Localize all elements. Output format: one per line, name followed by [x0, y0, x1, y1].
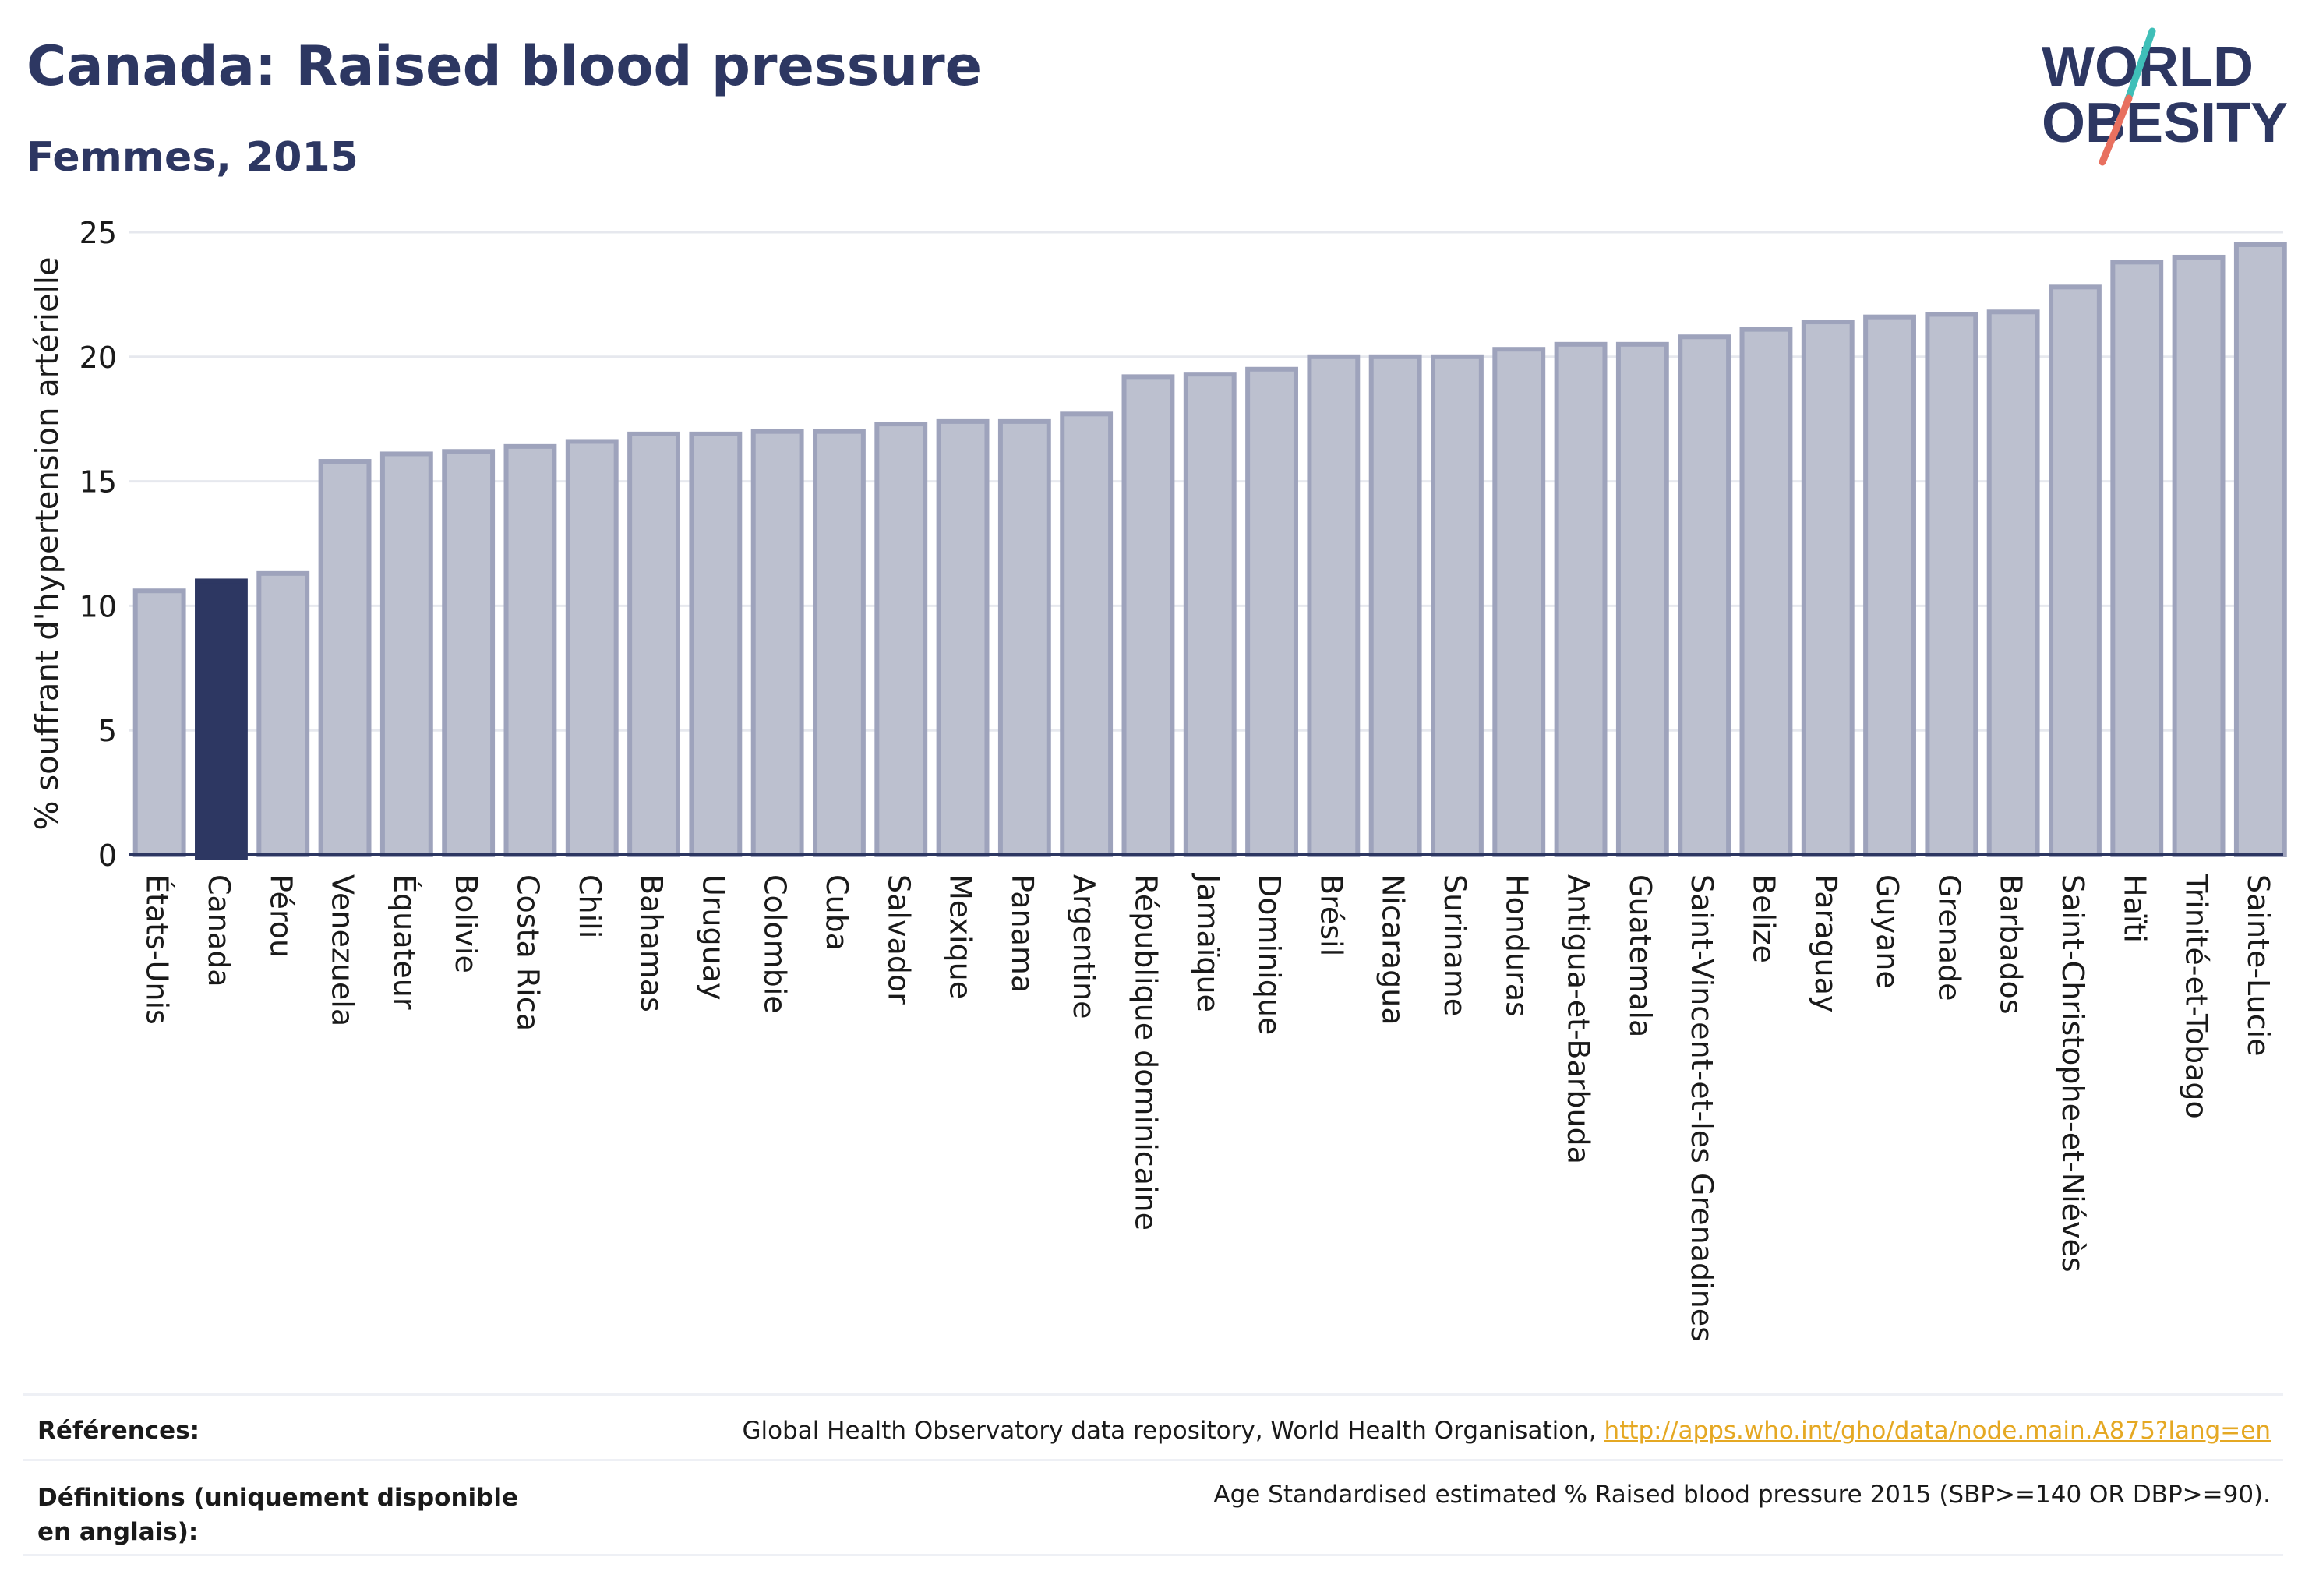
x-tick-label: Antigua-et-Barbuda	[1562, 874, 1596, 1164]
bar-9[interactable]	[689, 431, 743, 857]
x-tick-label: Salvador	[881, 874, 916, 1005]
bar-34[interactable]	[2233, 242, 2287, 858]
y-tick-label: 25	[79, 216, 117, 250]
bar-29[interactable]	[1925, 312, 1978, 857]
bar-11[interactable]	[813, 429, 866, 857]
x-tick-label: Belize	[1746, 874, 1781, 963]
bar-25[interactable]	[1678, 334, 1731, 857]
page-subtitle: Femmes, 2015	[26, 134, 358, 181]
x-tick-label: Argentine	[1067, 874, 1101, 1019]
references-text: Global Health Observatory data repositor…	[742, 1417, 2271, 1445]
bar-23[interactable]	[1554, 341, 1608, 857]
bar-28[interactable]	[1863, 314, 1916, 857]
x-tick-label: Uruguay	[696, 874, 730, 1001]
logo-slash-teal	[2123, 27, 2156, 105]
x-tick-label: Costa Rica	[510, 874, 545, 1031]
bar-19[interactable]	[1307, 354, 1361, 857]
x-tick-label: Chili	[573, 874, 607, 938]
references-link[interactable]: http://apps.who.int/gho/data/node.main.A…	[1604, 1417, 2271, 1445]
world-obesity-logo: WORLD OBESITY	[2042, 27, 2288, 166]
bar-6[interactable]	[503, 443, 557, 857]
bar-7[interactable]	[565, 439, 619, 857]
logo-line2: OBESITY	[2042, 92, 2288, 154]
definitions-label: Définitions (uniquement disponible en an…	[37, 1484, 519, 1546]
x-tick-label: Équateur	[387, 874, 422, 1010]
bar-3[interactable]	[318, 459, 372, 857]
bar-8[interactable]	[627, 431, 680, 857]
x-tick-label: Bolivie	[449, 874, 483, 973]
definitions-text: Age Standardised estimated % Raised bloo…	[1213, 1481, 2271, 1509]
bar-33[interactable]	[2172, 254, 2226, 857]
x-tick-label: Grenade	[1932, 874, 1966, 1001]
x-tick-label: Nicaragua	[1376, 874, 1410, 1026]
y-axis-label: % souffrant d'hypertension artérielle	[30, 257, 65, 831]
bar-27[interactable]	[1801, 320, 1855, 857]
bar-16[interactable]	[1121, 374, 1175, 858]
x-tick-label: Venezuela	[326, 874, 360, 1026]
bar-26[interactable]	[1739, 327, 1793, 858]
references-label: Références:	[37, 1417, 200, 1445]
x-tick-label: Haïti	[2117, 874, 2151, 943]
x-tick-label: États-Unis	[140, 874, 175, 1025]
x-tick-label: Sainte-Lucie	[2241, 874, 2275, 1056]
bar-32[interactable]	[2110, 260, 2164, 857]
bar-15[interactable]	[1060, 411, 1114, 857]
x-tick-label: Jamaïque	[1191, 873, 1225, 1012]
y-tick-label: 0	[98, 839, 117, 873]
y-tick-label: 10	[79, 589, 117, 623]
x-tick-label: Cuba	[820, 874, 854, 951]
bar-13[interactable]	[936, 418, 990, 857]
x-tick-label: Guatemala	[1623, 874, 1657, 1037]
bar-31[interactable]	[2049, 284, 2102, 857]
bar-5[interactable]	[442, 449, 496, 857]
logo-slash-coral	[2099, 94, 2133, 166]
x-tick-label: Pérou	[263, 874, 298, 958]
y-tick-label: 15	[79, 465, 117, 500]
x-tick-label: Colombie	[758, 874, 792, 1014]
references-source: Global Health Observatory data repositor…	[742, 1417, 1604, 1445]
x-tick-label: Suriname	[1438, 874, 1472, 1016]
x-tick-label: Canada	[202, 874, 236, 987]
x-tick-label: Mexique	[944, 874, 978, 999]
x-tick-label: Dominique	[1252, 874, 1287, 1035]
bar-10[interactable]	[750, 429, 804, 857]
bar-2[interactable]	[256, 570, 310, 857]
bar-21[interactable]	[1431, 354, 1484, 857]
bar-14[interactable]	[997, 418, 1051, 857]
x-tick-label: Panama	[1005, 874, 1040, 993]
bar-22[interactable]	[1492, 347, 1546, 858]
x-tick-label: Trinité-et-Tobago	[2180, 874, 2214, 1119]
y-tick-label: 20	[79, 341, 117, 375]
x-tick-label: République dominicaine	[1128, 874, 1163, 1231]
x-tick-label: Saint-Christophe-et-Niévès	[2056, 874, 2090, 1273]
bar-12[interactable]	[874, 422, 928, 857]
bar-20[interactable]	[1368, 354, 1422, 857]
x-tick-label: Bahamas	[634, 874, 669, 1012]
y-tick-label: 5	[98, 714, 117, 748]
footer-divider-top	[23, 1393, 2283, 1396]
bar-chart: 0 5 10 15 20 25 % souffrant d'hypertension art…	[30, 216, 2287, 1342]
bar-30[interactable]	[1986, 309, 2040, 858]
x-tick-label: Barbados	[1994, 874, 2028, 1015]
x-tick-label: Guyane	[1870, 874, 1904, 989]
x-tick-label: Paraguay	[1809, 874, 1843, 1012]
bar-1[interactable]	[195, 578, 248, 860]
footer-divider-middle	[23, 1459, 2283, 1461]
x-tick-label: Saint-Vincent-et-les Grenadines	[1685, 874, 1719, 1342]
bar-24[interactable]	[1615, 341, 1669, 857]
bar-0[interactable]	[132, 588, 186, 857]
x-tick-label: Honduras	[1499, 874, 1534, 1017]
bar-17[interactable]	[1183, 372, 1237, 857]
bar-4[interactable]	[379, 451, 433, 857]
page-title: Canada: Raised blood pressure	[26, 34, 983, 98]
x-tick-label: Brésil	[1314, 874, 1348, 956]
bar-18[interactable]	[1245, 366, 1298, 857]
footer-divider-bottom	[23, 1554, 2283, 1556]
